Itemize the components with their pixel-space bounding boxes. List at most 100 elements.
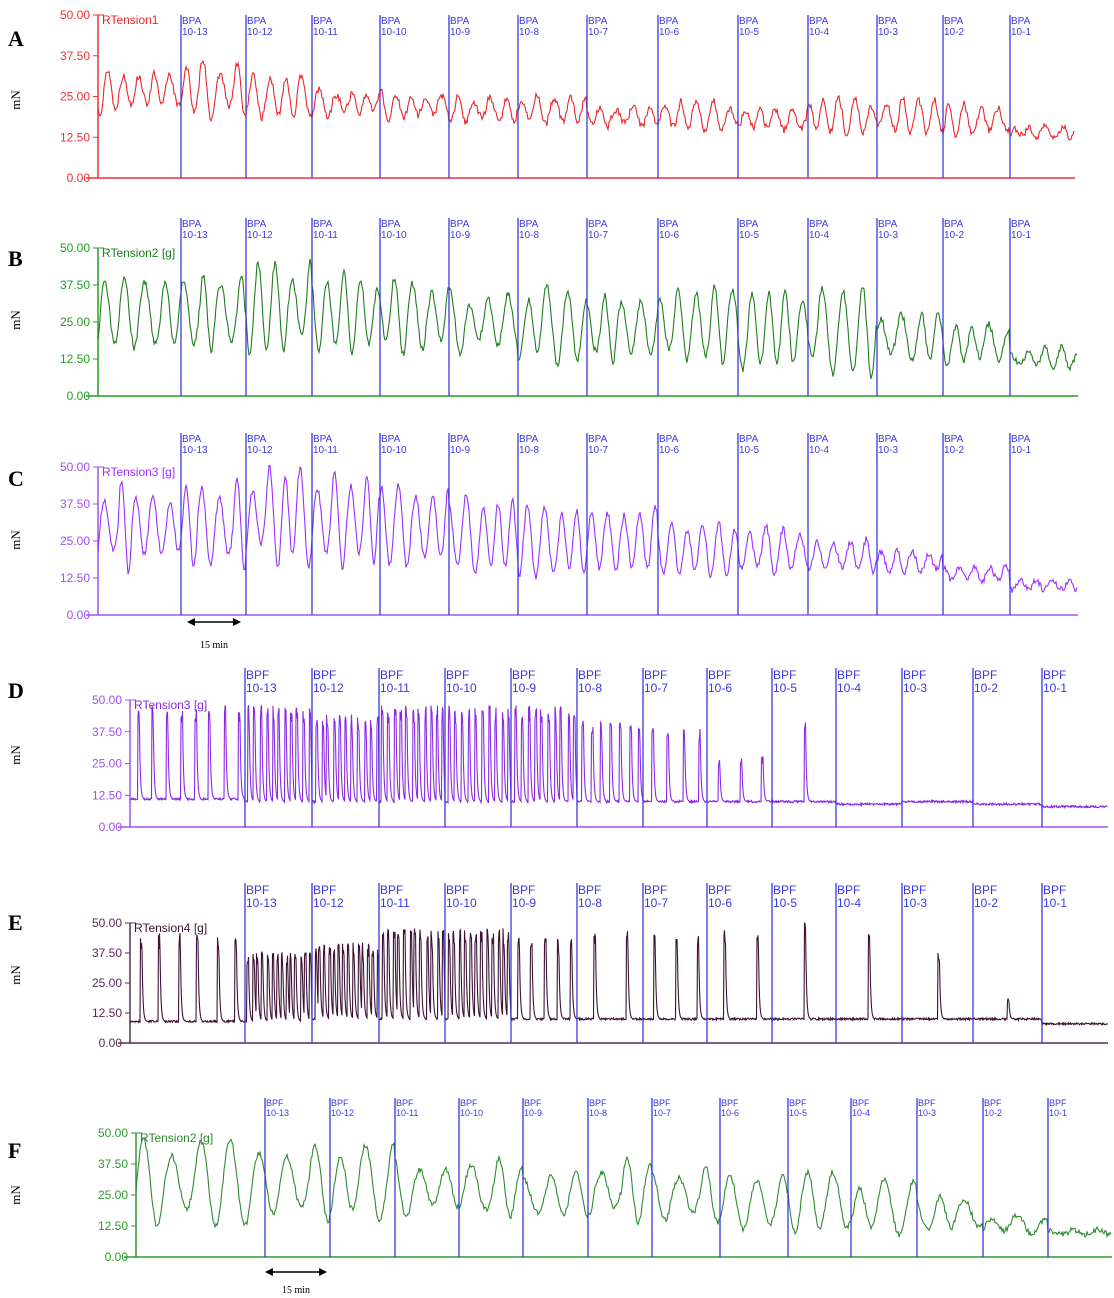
event-concentration-label: 10-3 xyxy=(878,27,898,38)
event-compound-label: BPF xyxy=(446,883,469,897)
event-concentration-label: 10-8 xyxy=(578,681,602,695)
event-compound-label: BPA xyxy=(182,219,202,230)
y-tick-label: 25.00 xyxy=(60,534,90,548)
y-tick-label: 50.00 xyxy=(60,460,90,474)
event-compound-label: BPA xyxy=(944,219,964,230)
event-concentration-label: 10-2 xyxy=(944,230,964,241)
time-scale-bar: 15 min xyxy=(187,618,241,651)
event-concentration-label: 10-9 xyxy=(524,1108,542,1118)
event-concentration-label: 10-11 xyxy=(313,27,338,38)
event-compound-label: BPA xyxy=(247,16,267,27)
channel-label: RTension3 [g] xyxy=(134,698,207,712)
event-concentration-label: 10-7 xyxy=(588,27,608,38)
trace-line xyxy=(129,921,1108,1027)
y-tick-label: 0.00 xyxy=(105,1250,129,1264)
event-compound-label: BPA xyxy=(182,434,202,445)
event-compound-label: BPF xyxy=(974,668,997,682)
y-tick-label: 12.50 xyxy=(92,788,122,802)
event-concentration-label: 10-9 xyxy=(450,230,470,241)
event-compound-label: BPA xyxy=(519,219,539,230)
y-tick-label: 0.00 xyxy=(67,608,91,622)
y-axis-label: mN xyxy=(8,530,23,550)
trace-line xyxy=(129,705,1108,810)
event-compound-label: BPA xyxy=(944,16,964,27)
panel-b: BmN 50.00 37.50 25.00 12.50 0.00 RTension2 [g]… xyxy=(8,218,1078,403)
event-compound-label: BPF xyxy=(380,883,403,897)
y-tick-label: 12.50 xyxy=(60,130,90,144)
event-concentration-label: 10-10 xyxy=(460,1108,483,1118)
arrow-left-icon xyxy=(187,618,195,626)
y-tick-label: 37.50 xyxy=(92,946,122,960)
channel-label: RTension2 [g] xyxy=(102,246,175,260)
event-compound-label: BPA xyxy=(739,434,759,445)
y-tick-label: 50.00 xyxy=(98,1126,128,1140)
event-concentration-label: 10-3 xyxy=(878,230,898,241)
event-compound-label: BPA xyxy=(313,16,333,27)
event-concentration-label: 10-13 xyxy=(182,230,208,241)
y-tick-label: 37.50 xyxy=(98,1157,128,1171)
event-concentration-label: 10-9 xyxy=(450,27,470,38)
panel-c: CmN 50.00 37.50 25.00 12.50 0.00 RTension3 [g]… xyxy=(8,433,1078,651)
event-concentration-label: 10-7 xyxy=(644,681,668,695)
event-concentration-label: 10-6 xyxy=(708,896,732,910)
y-tick-label: 0.00 xyxy=(67,171,91,185)
event-compound-label: BPF xyxy=(1043,883,1066,897)
event-compound-label: BPF xyxy=(578,668,601,682)
event-compound-label: BPA xyxy=(247,219,267,230)
event-compound-label: BPA xyxy=(1011,434,1031,445)
event-concentration-label: 10-8 xyxy=(519,230,539,241)
event-compound-label: BPF xyxy=(773,883,796,897)
event-compound-label: BPF xyxy=(578,883,601,897)
event-concentration-label: 10-7 xyxy=(653,1108,671,1118)
arrow-left-icon xyxy=(265,1268,273,1276)
y-tick-label: 0.00 xyxy=(99,1036,123,1050)
y-tick-label: 0.00 xyxy=(99,820,123,834)
y-tick-label: 25.00 xyxy=(60,315,90,329)
event-compound-label: BPA xyxy=(659,434,679,445)
event-concentration-label: 10-11 xyxy=(313,445,338,456)
event-concentration-label: 10-6 xyxy=(659,27,679,38)
y-axis-label: mN xyxy=(8,310,23,330)
panel-d: DmN 50.00 37.50 25.00 12.50 0.00 RTension3 [g]… xyxy=(8,668,1108,834)
event-compound-label: BPA xyxy=(381,219,401,230)
event-compound-label: BPA xyxy=(809,219,829,230)
event-concentration-label: 10-8 xyxy=(578,896,602,910)
event-compound-label: BPF xyxy=(852,1098,870,1108)
panel-f: FmN 50.00 37.50 25.00 12.50 0.00 RTension2 [g]… xyxy=(8,1098,1112,1296)
event-compound-label: BPF xyxy=(446,668,469,682)
event-concentration-label: 10-11 xyxy=(380,681,410,695)
event-compound-label: BPA xyxy=(659,16,679,27)
event-concentration-label: 10-1 xyxy=(1043,896,1067,910)
event-concentration-label: 10-4 xyxy=(852,1108,870,1118)
event-concentration-label: 10-1 xyxy=(1011,230,1031,241)
event-compound-label: BPA xyxy=(809,16,829,27)
event-concentration-label: 10-4 xyxy=(837,896,861,910)
event-concentration-label: 10-6 xyxy=(659,230,679,241)
panel-letter: A xyxy=(8,26,24,51)
event-compound-label: BPF xyxy=(837,668,860,682)
event-compound-label: BPA xyxy=(182,16,202,27)
arrow-right-icon xyxy=(319,1268,327,1276)
event-concentration-label: 10-2 xyxy=(944,445,964,456)
event-compound-label: BPF xyxy=(903,883,926,897)
